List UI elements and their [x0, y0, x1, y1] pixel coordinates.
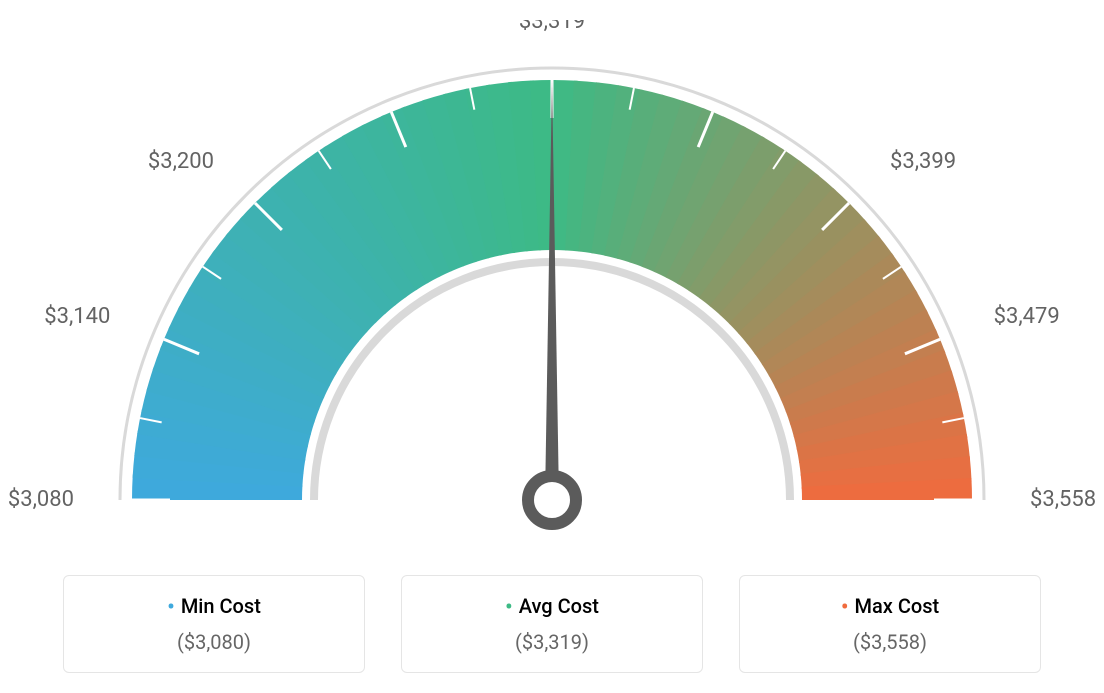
tick-label: $3,140	[44, 304, 110, 329]
legend-label: Avg Cost	[519, 594, 599, 618]
legend-value-max: ($3,558)	[740, 630, 1040, 654]
tick-label: $3,558	[1030, 487, 1096, 512]
legend-value-min: ($3,080)	[64, 630, 364, 654]
tick-label: $3,080	[8, 487, 74, 512]
legend-title-min: •Min Cost	[64, 594, 364, 620]
legend-title-avg: •Avg Cost	[402, 594, 702, 620]
dot-icon: •	[167, 595, 175, 620]
legend-card-min: •Min Cost ($3,080)	[63, 575, 365, 673]
gauge-chart: $3,080 $3,140 $3,200 $3,319 $3,399 $3,479 $3,5…	[0, 0, 1104, 693]
legend-value-avg: ($3,319)	[402, 630, 702, 654]
gauge-svg: $3,080 $3,140 $3,200 $3,319 $3,399 $3,479 $3,5…	[0, 20, 1104, 565]
legend-card-avg: •Avg Cost ($3,319)	[401, 575, 703, 673]
dot-icon: •	[505, 595, 513, 620]
dot-icon: •	[841, 595, 849, 620]
legend-row: •Min Cost ($3,080) •Avg Cost ($3,319) •M…	[0, 575, 1104, 693]
tick-label: $3,200	[148, 149, 214, 174]
gauge-svg-wrap: $3,080 $3,140 $3,200 $3,319 $3,399 $3,479 $3,5…	[0, 0, 1104, 565]
legend-label: Min Cost	[181, 594, 261, 618]
legend-title-max: •Max Cost	[740, 594, 1040, 620]
legend-card-max: •Max Cost ($3,558)	[739, 575, 1041, 673]
tick-label: $3,399	[890, 149, 956, 174]
legend-label: Max Cost	[855, 594, 940, 618]
tick-label: $3,319	[519, 20, 585, 34]
gauge-needle-base	[528, 476, 576, 524]
tick-label: $3,479	[994, 304, 1060, 329]
